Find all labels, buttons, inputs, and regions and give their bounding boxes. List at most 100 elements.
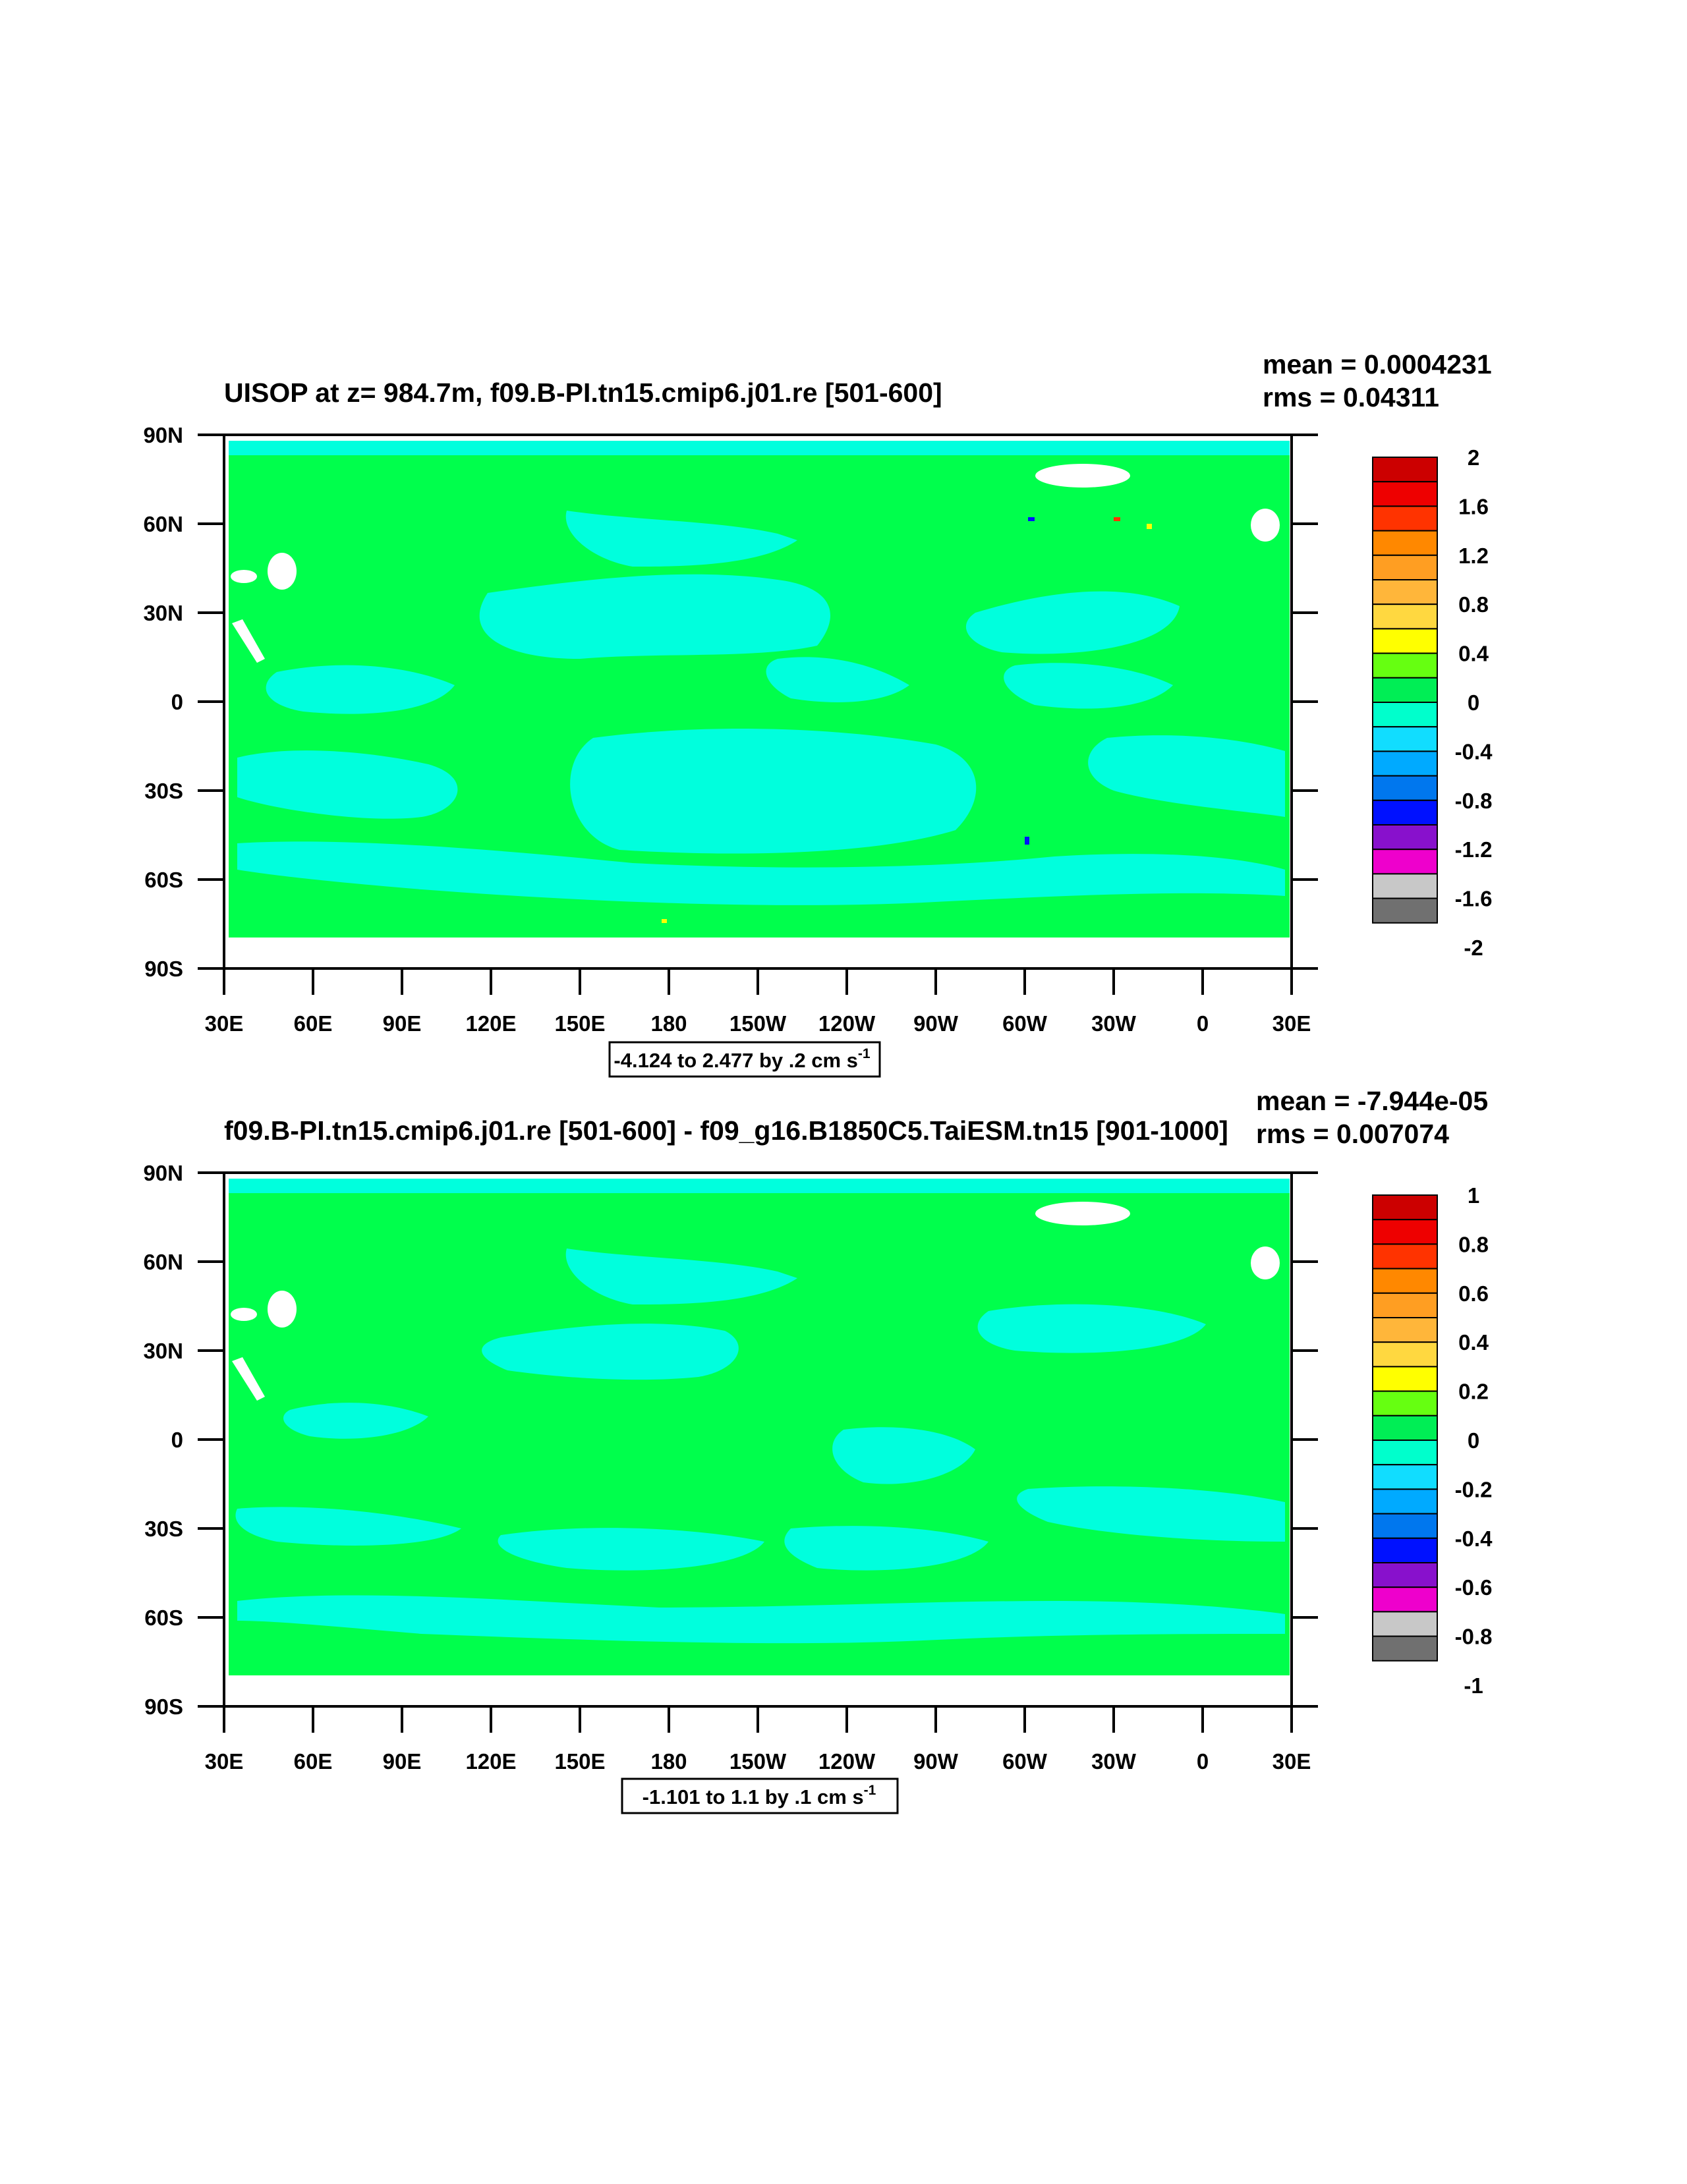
panel-1-y-ticks bbox=[198, 434, 1318, 970]
colorbar-swatch bbox=[1372, 1219, 1438, 1245]
panel-1-xtick-label: 90E bbox=[383, 1011, 422, 1036]
panel-1-x-ticks bbox=[223, 968, 1293, 995]
colorbar-swatch bbox=[1372, 1562, 1438, 1588]
colorbar-swatch bbox=[1372, 1464, 1438, 1490]
colorbar-swatch bbox=[1372, 824, 1438, 851]
panel-1-ytick-label: 60S bbox=[144, 868, 183, 892]
colorbar-tick-label: 0.4 bbox=[1458, 1330, 1489, 1355]
colorbar-tick-label: 0.8 bbox=[1458, 1232, 1489, 1256]
colorbar-tick-label: -0.6 bbox=[1455, 1575, 1493, 1600]
panel-2-xtick-label: 90E bbox=[383, 1749, 422, 1774]
colorbar-swatch bbox=[1372, 677, 1438, 704]
colorbar-swatch bbox=[1372, 1635, 1438, 1662]
panel-1-hotspots bbox=[662, 517, 1152, 923]
panel-2-xtick-label: 30E bbox=[205, 1749, 244, 1774]
panel-1-ytick-label: 30S bbox=[144, 779, 183, 803]
colorbar-tick-label: -1.2 bbox=[1455, 837, 1493, 862]
colorbar-swatch bbox=[1372, 1390, 1438, 1416]
colorbar-swatch bbox=[1372, 1268, 1438, 1294]
panel-1-xtick-label: 120W bbox=[818, 1011, 876, 1036]
colorbar-tick-label: -0.4 bbox=[1455, 739, 1493, 764]
panel-2-mean: mean = -7.944e-05 bbox=[1256, 1086, 1488, 1116]
panel-1-xtick-label: 180 bbox=[650, 1011, 687, 1036]
colorbar-swatch bbox=[1372, 1488, 1438, 1515]
panel-2-colorbar: 1 0.8 0.6 0.4 0.2 0 -0.2 -0.4 -0.6 -0.8 -1 bbox=[1372, 1183, 1493, 1698]
panel-1-axes: 90N 60N 30N 0 30S 60S 90S 30E 60E 90E 12… bbox=[143, 423, 1318, 1036]
panel-1-xtick-label: 60E bbox=[294, 1011, 333, 1036]
colorbar-swatch bbox=[1372, 1611, 1438, 1637]
colorbar-swatch bbox=[1372, 1317, 1438, 1343]
panel-1-y-tick-labels: 90N 60N 30N 0 30S 60S 90S bbox=[143, 423, 183, 981]
panel-2-xtick-label: 30E bbox=[1272, 1749, 1311, 1774]
colorbar-swatch bbox=[1372, 628, 1438, 654]
colorbar-swatch bbox=[1372, 1366, 1438, 1392]
colorbar-swatch bbox=[1372, 457, 1438, 483]
colorbar-tick-label: -0.8 bbox=[1455, 789, 1493, 813]
panel-1-map bbox=[224, 435, 1292, 968]
panel-1-xtick-label: 150W bbox=[729, 1011, 787, 1036]
colorbar-tick-label: 1.2 bbox=[1458, 544, 1489, 568]
colorbar-swatch bbox=[1372, 481, 1438, 507]
colorbar-tick-label: 2 bbox=[1468, 445, 1479, 470]
colorbar-swatch bbox=[1372, 702, 1438, 728]
colorbar-swatch bbox=[1372, 1414, 1438, 1442]
panel-2-x-tick-labels: 30E 60E 90E 120E 150E 180 150W 120W 90W … bbox=[205, 1749, 1311, 1774]
panel-1-ytick-label: 0 bbox=[171, 690, 183, 714]
panel-1-ytick-label: 30N bbox=[143, 601, 183, 625]
panel-1-title: UISOP at z= 984.7m, f09.B-PI.tn15.cmip6.… bbox=[224, 378, 942, 408]
colorbar-tick-label: 0.4 bbox=[1458, 642, 1489, 666]
colorbar-swatch bbox=[1372, 652, 1438, 679]
colorbar-swatch bbox=[1372, 799, 1438, 826]
panel-1-xtick-label: 0 bbox=[1197, 1011, 1209, 1036]
panel-2-ytick-label: 30N bbox=[143, 1339, 183, 1363]
panel-2-field-negative bbox=[229, 1179, 1290, 1644]
panel-1-range-box: -4.124 to 2.477 by .2 cm s-1 bbox=[608, 1041, 881, 1078]
colorbar-tick-label: 0.8 bbox=[1458, 592, 1489, 617]
panel-1-rms: rms = 0.04311 bbox=[1263, 382, 1439, 412]
colorbar-swatch bbox=[1372, 530, 1438, 556]
panel-1-xtick-label: 60W bbox=[1002, 1011, 1048, 1036]
panel-1-land-mask bbox=[231, 464, 1280, 663]
panel-2-range-label: -1.101 to 1.1 by .1 cm s bbox=[643, 1785, 864, 1808]
colorbar-swatch bbox=[1372, 1586, 1438, 1613]
colorbar-tick-label: 0 bbox=[1468, 690, 1479, 715]
colorbar-swatch bbox=[1372, 1292, 1438, 1319]
panel-2-y-ticks bbox=[198, 1171, 1318, 1708]
colorbar-swatch bbox=[1372, 726, 1438, 752]
colorbar-tick-label: 0 bbox=[1468, 1428, 1479, 1453]
svg-text:-4.124 to 2.477 by .2 cm s-1: -4.124 to 2.477 by .2 cm s-1 bbox=[614, 1046, 870, 1072]
colorbar-tick-label: 1.6 bbox=[1458, 494, 1489, 518]
colorbar-tick-label: -1.6 bbox=[1455, 887, 1493, 911]
panel-1-colorbar: 2 1.6 1.2 0.8 0.4 0 -0.4 -0.8 -1.2 -1.6 -2 bbox=[1372, 445, 1493, 960]
panel-2: f09.B-PI.tn15.cmip6.j01.re [501-600] - f… bbox=[143, 1086, 1493, 1814]
colorbar-swatch bbox=[1372, 750, 1438, 777]
panel-2-title: f09.B-PI.tn15.cmip6.j01.re [501-600] - f… bbox=[224, 1115, 1228, 1146]
colorbar-swatch bbox=[1372, 1440, 1438, 1466]
panel-1-field-negative bbox=[229, 441, 1290, 905]
panel-2-ytick-label: 30S bbox=[144, 1517, 183, 1541]
colorbar-swatch bbox=[1372, 1513, 1438, 1539]
colorbar-swatch bbox=[1372, 603, 1438, 630]
colorbar-tick-label: -1 bbox=[1464, 1673, 1483, 1698]
panel-2-xtick-label: 0 bbox=[1197, 1749, 1209, 1774]
panel-2-xtick-label: 90W bbox=[913, 1749, 959, 1774]
panel-2-rms: rms = 0.007074 bbox=[1256, 1119, 1449, 1149]
colorbar-tick-label: -0.8 bbox=[1455, 1625, 1493, 1649]
panel-1-ytick-label: 90S bbox=[144, 957, 183, 981]
colorbar-swatch bbox=[1372, 554, 1438, 580]
panel-1-xtick-label: 90W bbox=[913, 1011, 959, 1036]
panel-2-y-tick-labels: 90N 60N 30N 0 30S 60S 90S bbox=[143, 1161, 183, 1719]
panel-2-xtick-label: 60W bbox=[1002, 1749, 1048, 1774]
panel-2-range-box: -1.101 to 1.1 by .1 cm s-1 bbox=[621, 1778, 899, 1814]
panel-2-axes: 90N 60N 30N 0 30S 60S 90S 30E 60E 90E 12… bbox=[143, 1161, 1318, 1774]
panel-1-ytick-label: 60N bbox=[143, 512, 183, 536]
colorbar-swatch bbox=[1372, 849, 1438, 875]
panel-2-ytick-label: 90N bbox=[143, 1161, 183, 1185]
panel-2-xtick-label: 150W bbox=[729, 1749, 787, 1774]
colorbar-tick-label: -0.4 bbox=[1455, 1526, 1493, 1551]
panel-2-xtick-label: 120E bbox=[465, 1749, 516, 1774]
panel-1-xtick-label: 30W bbox=[1091, 1011, 1137, 1036]
panel-2-ytick-label: 90S bbox=[144, 1694, 183, 1719]
panel-1: UISOP at z= 984.7m, f09.B-PI.tn15.cmip6.… bbox=[143, 349, 1493, 1078]
